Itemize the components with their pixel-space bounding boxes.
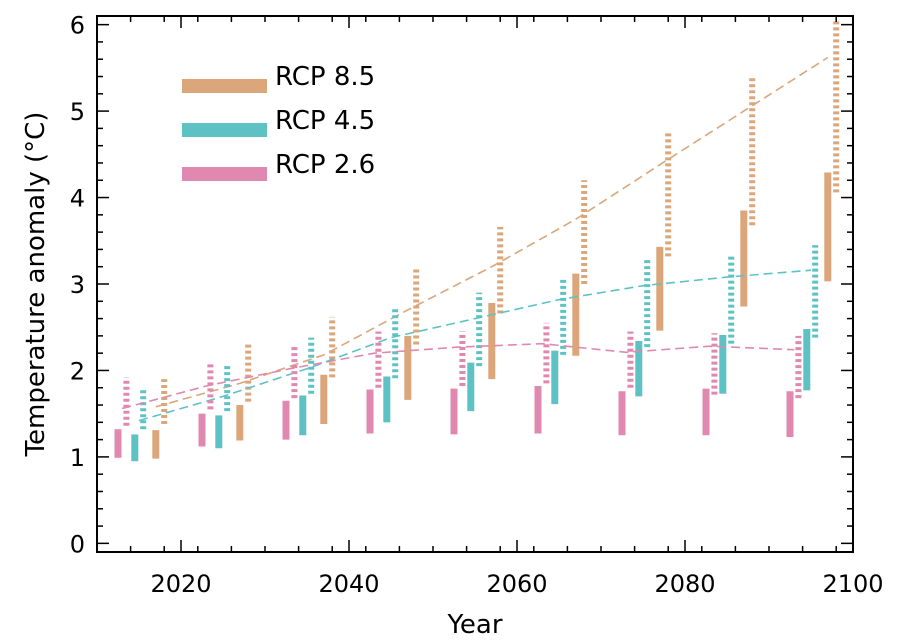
chart-marks [114,20,840,462]
y-tick-label-3: 3 [70,271,85,299]
tick-labels: 2020 2040 2060 2080 2100 0 1 2 3 4 5 6 [70,12,884,598]
x-axis-label: Year [446,610,502,640]
legend-label-rcp-8-5: RCP 8.5 [275,62,375,92]
x-tick-label-2100: 2100 [822,570,883,598]
legend-label-rcp-4-5: RCP 4.5 [275,106,375,136]
x-tick-label-2040: 2040 [318,570,379,598]
x-tick-label-2060: 2060 [486,570,547,598]
x-tick-label-2020: 2020 [150,570,211,598]
y-tick-label-6: 6 [70,12,85,40]
y-tick-label-5: 5 [70,98,85,126]
y-tick-label-2: 2 [70,357,85,385]
y-tick-label-4: 4 [70,185,85,213]
x-tick-label-2080: 2080 [654,570,715,598]
rcp-2-6-mean-line [121,342,795,410]
y-axis-label: Temperature anomaly (°C) [21,112,51,458]
rcp-4-5-mean-line [138,269,812,422]
legend: RCP 8.5 RCP 4.5 RCP 2.6 [182,62,375,181]
axis-ticks [96,16,854,552]
legend-label-rcp-2-6: RCP 2.6 [275,150,375,180]
y-tick-label-0: 0 [70,530,85,558]
y-tick-label-1: 1 [70,444,85,472]
rcp-8-5-mean-line [155,56,829,408]
plot-frame [96,15,854,553]
